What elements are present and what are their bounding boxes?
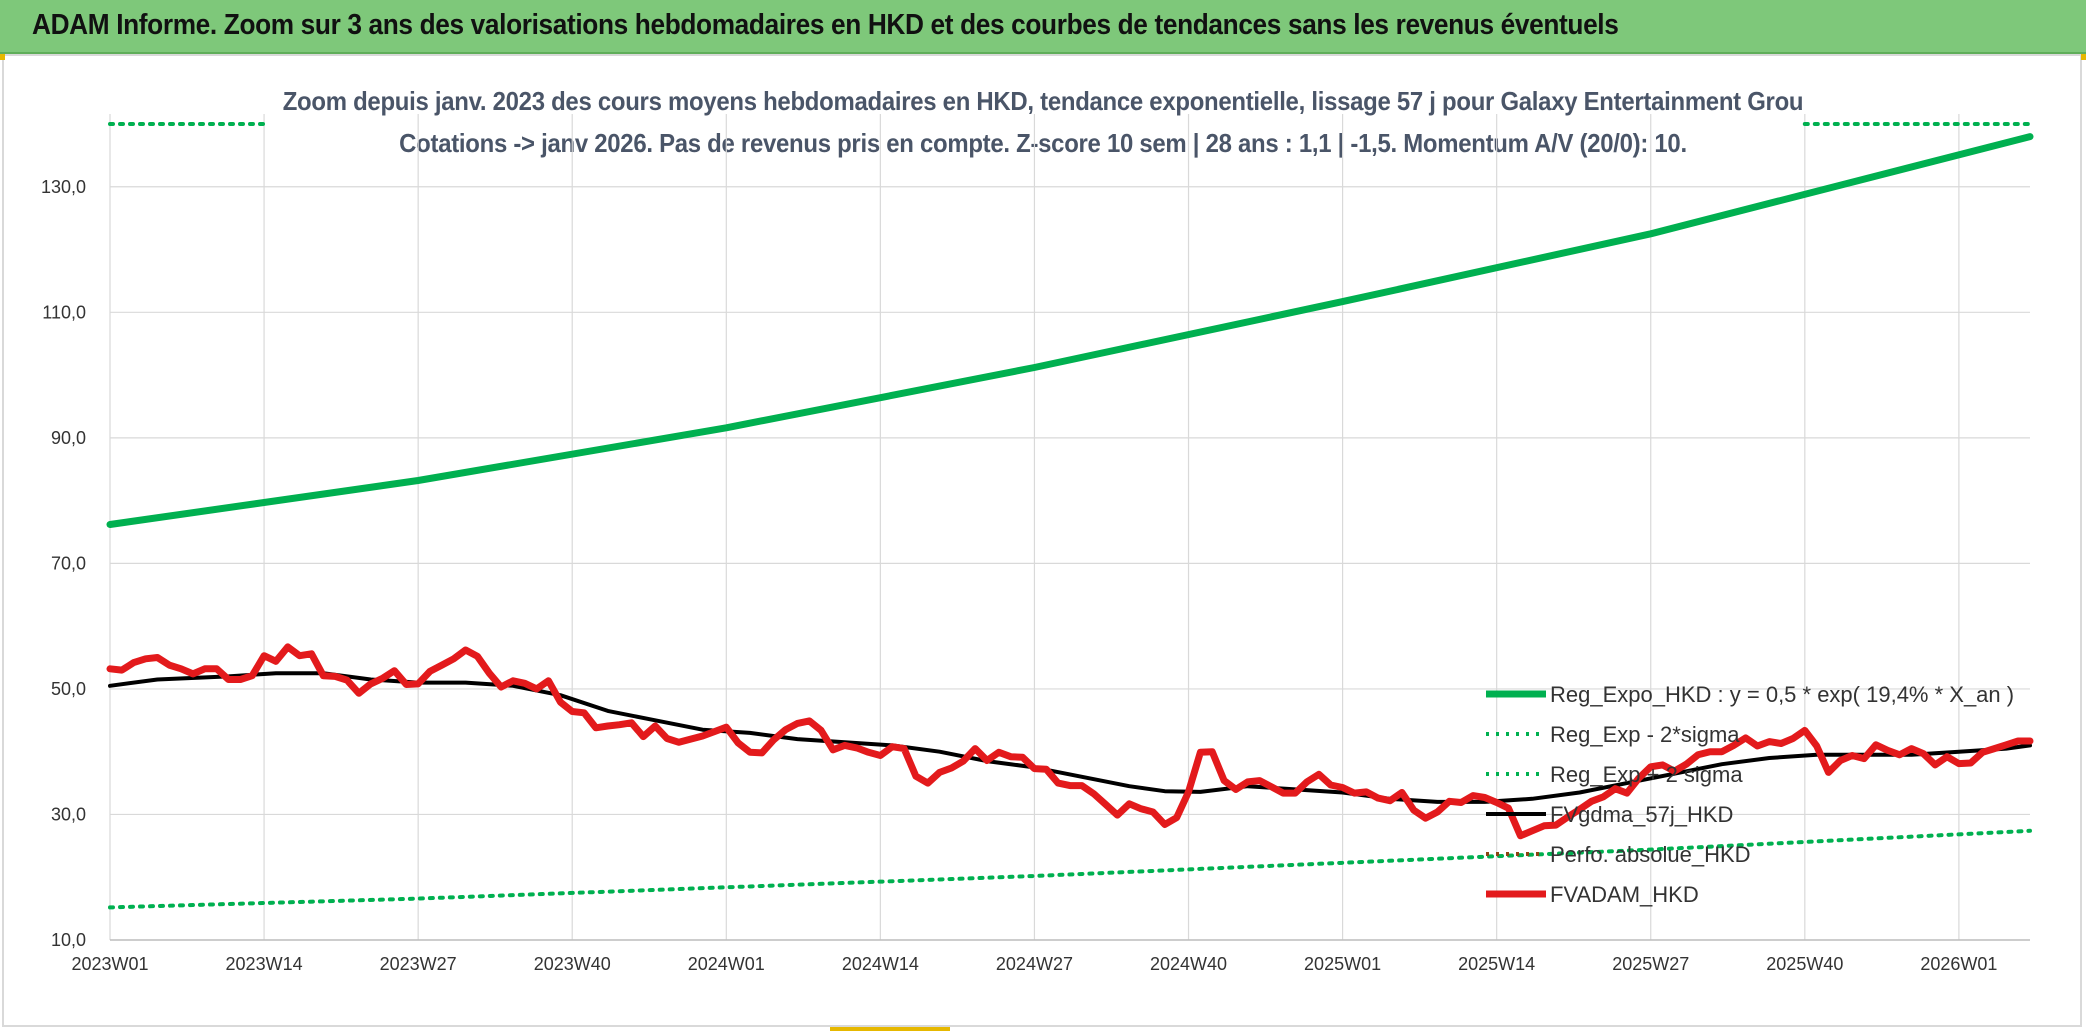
x-tick-label: 2024W14 (842, 954, 919, 974)
report-header: ADAM Informe. Zoom sur 3 ans des valoris… (0, 0, 2086, 54)
y-tick-label: 70,0 (51, 553, 86, 573)
x-tick-label: 2025W40 (1766, 954, 1843, 974)
gridlines (109, 114, 2030, 941)
x-tick-label: 2025W01 (1304, 954, 1381, 974)
x-tick-label: 2023W14 (226, 954, 303, 974)
series-line-fvgdma-57j-hkd (108, 671, 2032, 804)
x-tick-label: 2026W01 (1920, 954, 1997, 974)
x-tick-label: 2024W40 (1150, 954, 1227, 974)
legend-label: Reg_Expo_HKD : y = 0,5 * exp( 19,4% * X_… (1550, 682, 2014, 707)
x-tick-label: 2024W27 (996, 954, 1073, 974)
x-axis-ticks: 2023W01 2023W14 2023W27 2023W40 2024W01 2024W… (71, 954, 1997, 974)
y-tick-label: 110,0 (42, 302, 86, 322)
legend-label: FVgdma_57j_HKD (1550, 802, 1733, 827)
x-tick-label: 2023W01 (71, 954, 148, 974)
x-tick-label: 2025W14 (1458, 954, 1535, 974)
series-line-reg-expo-hkd-y-0-5-exp-19-4-x-an (106, 133, 2034, 528)
y-tick-label: 130,0 (41, 177, 86, 197)
chart-subtitle: Cotations -> janv 2026. Pas de revenus p… (399, 128, 1687, 158)
x-tick-label: 2025W27 (1612, 954, 1689, 974)
series-line-fvadam-hkd (106, 643, 2034, 840)
legend-label: Reg_Exp + 2 sigma (1550, 762, 1743, 787)
frame-corner-right (2081, 54, 2086, 60)
x-tick-label: 2024W01 (688, 954, 765, 974)
y-tick-label: 50,0 (51, 679, 86, 699)
frame-marker-bottom (830, 1027, 950, 1031)
y-tick-label: 90,0 (51, 428, 86, 448)
y-axis-ticks: 10,0 30,0 50,0 70,0 90,0 110,0 130,0 (41, 177, 86, 950)
series-lines (106, 122, 2034, 910)
legend: Reg_Expo_HKD : y = 0,5 * exp( 19,4% * X_… (1486, 682, 2014, 907)
legend-label: FVADAM_HKD (1550, 882, 1699, 907)
legend-label: Reg_Exp - 2*sigma (1550, 722, 1740, 747)
series-line-reg-exp-2-sigma (108, 828, 2032, 910)
frame-corner-left (0, 54, 5, 60)
chart-frame (2, 54, 2082, 1027)
report-title: ADAM Informe. Zoom sur 3 ans des valoris… (32, 9, 1619, 41)
x-tick-label: 2023W27 (380, 954, 457, 974)
legend-label: Perfo. absolue_HKD (1550, 842, 1751, 867)
y-tick-label: 10,0 (51, 930, 86, 950)
chart-title: Zoom depuis janv. 2023 des cours moyens … (282, 86, 1804, 116)
x-tick-label: 2023W40 (534, 954, 611, 974)
y-tick-label: 30,0 (51, 804, 86, 824)
